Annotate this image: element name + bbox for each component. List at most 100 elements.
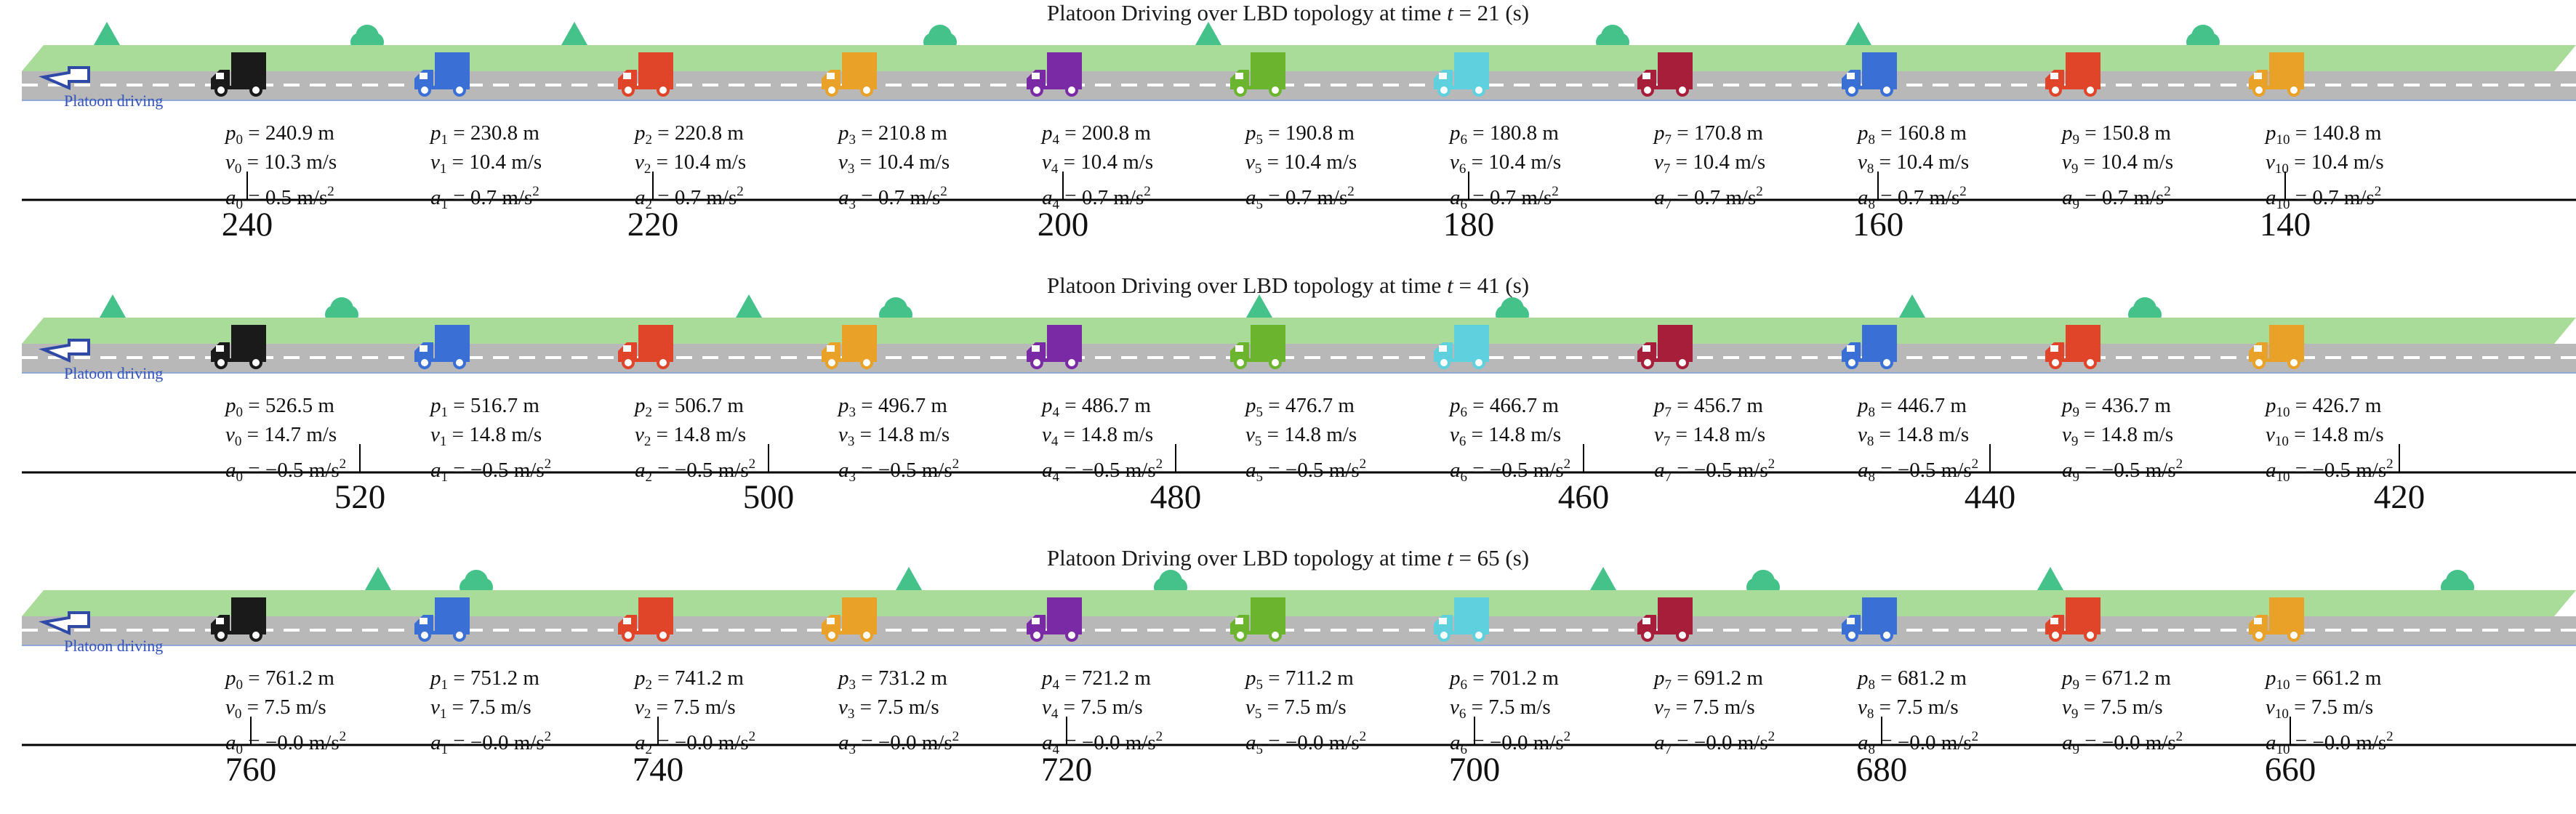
vehicle-state-6: p6 = 701.2 m v6 = 7.5 m/s a6 = −0.0 m/s2 — [1450, 666, 1571, 758]
vehicle-state-1: p1 = 230.8 m v1 = 10.4 m/s a1 = 0.7 m/s2 — [430, 121, 542, 213]
truck-icon — [1842, 52, 1897, 97]
truck-icon — [1027, 597, 1082, 642]
road-surface — [22, 344, 2576, 373]
tick-label: 160 — [1852, 206, 1904, 243]
truck-icon — [2249, 52, 2304, 97]
trucks — [211, 597, 2304, 642]
direction-arrow-icon — [38, 66, 90, 91]
vehicle-state-8: p8 = 446.7 m v8 = 14.8 m/s a8 = −0.5 m/s2 — [1858, 394, 1979, 485]
vehicle-state-5: p5 = 476.7 m v5 = 14.8 m/s a5 = −0.5 m/s2 — [1245, 394, 1367, 485]
vehicle-state-5: p5 = 711.2 m v5 = 7.5 m/s a5 = −0.0 m/s2 — [1245, 666, 1367, 758]
road-scene — [22, 567, 2576, 746]
vehicle-state-3: p3 = 210.8 m v3 = 10.4 m/s a3 = 0.7 m/s2 — [838, 121, 950, 213]
vehicle-state-1: p1 = 751.2 m v1 = 7.5 m/s a1 = −0.0 m/s2 — [430, 666, 552, 758]
road-label: Platoon driving — [64, 364, 164, 382]
vehicle-state-8: p8 = 681.2 m v8 = 7.5 m/s a8 = −0.0 m/s2 — [1858, 666, 1979, 758]
tick-label: 700 — [1448, 751, 1501, 789]
truck-icon — [2249, 597, 2304, 642]
tick-label: 420 — [2373, 478, 2425, 516]
grass-strip — [22, 318, 2576, 344]
truck-icon — [822, 325, 877, 369]
vehicle-state-4: p4 = 721.2 m v4 = 7.5 m/s a4 = −0.0 m/s2 — [1042, 666, 1163, 758]
tick-label: 200 — [1037, 206, 1089, 243]
vehicle-state-9: p9 = 436.7 m v9 = 14.8 m/s a9 = −0.5 m/s2 — [2062, 394, 2183, 485]
truck-icon — [211, 52, 266, 97]
grass-strip — [22, 45, 2576, 71]
vehicle-state-10: p10 = 426.7 m v10 = 14.8 m/s a10 = −0.5 m/… — [2266, 394, 2394, 485]
truck-icon — [2249, 325, 2304, 369]
panel-title: Platoon Driving over LBD topology at tim… — [1046, 273, 1530, 298]
vehicle-state-10: p10 = 140.8 m v10 = 10.4 m/s a10 = 0.7 m/s… — [2266, 121, 2384, 213]
vehicle-state-2: p2 = 220.8 m v2 = 10.4 m/s a2 = 0.7 m/s2 — [635, 121, 747, 213]
vehicle-state-9: p9 = 150.8 m v9 = 10.4 m/s a9 = 0.7 m/s2 — [2062, 121, 2174, 213]
truck-icon — [2045, 325, 2100, 369]
road-scene — [22, 22, 2576, 201]
vehicle-state-4: p4 = 486.7 m v4 = 14.8 m/s a4 = −0.5 m/s2 — [1042, 394, 1163, 485]
vehicle-state-7: p7 = 170.8 m v7 = 10.4 m/s a7 = 0.7 m/s2 — [1654, 121, 1766, 213]
truck-icon — [1230, 597, 1285, 642]
truck-icon — [211, 325, 266, 369]
vehicle-state-10: p10 = 661.2 m v10 = 7.5 m/s a10 = −0.0 m/s… — [2266, 666, 2394, 758]
road-scene — [22, 294, 2576, 474]
tick-label: 140 — [2259, 206, 2311, 243]
vehicle-state-9: p9 = 671.2 m v9 = 7.5 m/s a9 = −0.0 m/s2 — [2062, 666, 2183, 758]
grass-strip — [22, 590, 2576, 616]
tick-label: 740 — [632, 751, 684, 789]
truck-icon — [1842, 325, 1897, 369]
truck-icon — [414, 52, 470, 97]
panel-title: Platoon Driving over LBD topology at tim… — [1046, 0, 1530, 25]
truck-icon — [211, 597, 266, 642]
road-label: Platoon driving — [64, 92, 164, 110]
trucks — [211, 325, 2304, 369]
tick-label: 720 — [1040, 751, 1093, 789]
panel-title: Platoon Driving over LBD topology at tim… — [1046, 545, 1530, 571]
direction-arrow-icon — [38, 339, 90, 363]
truck-icon — [1637, 52, 1693, 97]
vehicle-state-8: p8 = 160.8 m v8 = 10.4 m/s a8 = 0.7 m/s2 — [1858, 121, 1970, 213]
truck-icon — [2045, 597, 2100, 642]
truck-icon — [1842, 597, 1897, 642]
truck-icon — [1637, 597, 1693, 642]
road-label: Platoon driving — [64, 637, 164, 655]
vehicle-state-5: p5 = 190.8 m v5 = 10.4 m/s a5 = 0.7 m/s2 — [1245, 121, 1357, 213]
direction-arrow-icon — [38, 611, 90, 636]
trucks — [211, 52, 2304, 97]
vehicle-state-0: p0 = 761.2 m v0 = 7.5 m/s a0 = −0.0 m/s2 — [225, 666, 347, 758]
platoon-panel-1: Platoon Driving over LBD topology at tim… — [0, 0, 2576, 269]
tick-label: 480 — [1149, 478, 1202, 516]
vehicle-state-0: p0 = 526.5 m v0 = 14.7 m/s a0 = −0.5 m/s2 — [225, 394, 347, 485]
tick-label: 220 — [627, 206, 679, 243]
tick-label: 500 — [742, 478, 795, 516]
tick-label: 760 — [225, 751, 277, 789]
vehicle-state-2: p2 = 741.2 m v2 = 7.5 m/s a2 = −0.0 m/s2 — [635, 666, 756, 758]
truck-icon — [1434, 325, 1489, 369]
vehicle-state-0: p0 = 240.9 m v0 = 10.3 m/s a0 = 0.5 m/s2 — [225, 121, 337, 213]
tick-label: 460 — [1557, 478, 1610, 516]
truck-icon — [414, 597, 470, 642]
tick-label: 520 — [334, 478, 386, 516]
tick-label: 680 — [1855, 751, 1908, 789]
truck-icon — [414, 325, 470, 369]
vehicle-state-2: p2 = 506.7 m v2 = 14.8 m/s a2 = −0.5 m/s2 — [635, 394, 756, 485]
road-surface — [22, 71, 2576, 100]
vehicle-state-6: p6 = 180.8 m v6 = 10.4 m/s a6 = 0.7 m/s2 — [1450, 121, 1562, 213]
platoon-panel-2: Platoon Driving over LBD topology at tim… — [0, 273, 2576, 541]
vehicle-state-7: p7 = 456.7 m v7 = 14.8 m/s a7 = −0.5 m/s2 — [1654, 394, 1775, 485]
truck-icon — [618, 597, 673, 642]
truck-icon — [1434, 597, 1489, 642]
vehicle-state-1: p1 = 516.7 m v1 = 14.8 m/s a1 = −0.5 m/s2 — [430, 394, 552, 485]
truck-icon — [822, 52, 877, 97]
vehicle-state-6: p6 = 466.7 m v6 = 14.8 m/s a6 = −0.5 m/s2 — [1450, 394, 1571, 485]
vehicle-state-3: p3 = 731.2 m v3 = 7.5 m/s a3 = −0.0 m/s2 — [838, 666, 960, 758]
truck-icon — [1434, 52, 1489, 97]
truck-icon — [618, 52, 673, 97]
tick-label: 180 — [1443, 206, 1495, 243]
truck-icon — [2045, 52, 2100, 97]
vehicle-state-3: p3 = 496.7 m v3 = 14.8 m/s a3 = −0.5 m/s2 — [838, 394, 960, 485]
truck-icon — [1230, 52, 1285, 97]
truck-icon — [1027, 52, 1082, 97]
tick-label: 440 — [1964, 478, 2016, 516]
truck-icon — [1637, 325, 1693, 369]
platoon-panel-3: Platoon Driving over LBD topology at tim… — [0, 545, 2576, 814]
truck-icon — [618, 325, 673, 369]
